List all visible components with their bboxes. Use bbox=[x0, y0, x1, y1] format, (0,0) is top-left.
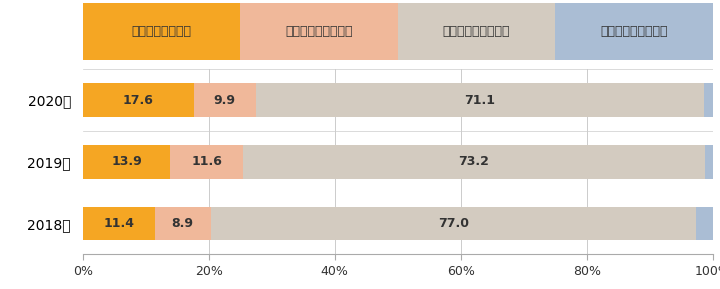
Bar bbox=[83, 83, 194, 117]
Text: 13.9: 13.9 bbox=[111, 155, 142, 168]
Text: 設置数を減らしたい: 設置数を減らしたい bbox=[600, 25, 668, 38]
FancyBboxPatch shape bbox=[83, 3, 240, 60]
Text: 9.9: 9.9 bbox=[214, 94, 236, 107]
Bar bbox=[705, 145, 713, 179]
Bar bbox=[243, 145, 705, 179]
FancyBboxPatch shape bbox=[240, 3, 397, 60]
Text: 11.4: 11.4 bbox=[103, 217, 134, 230]
Bar bbox=[155, 207, 211, 240]
Bar bbox=[194, 83, 256, 117]
Text: 73.2: 73.2 bbox=[459, 155, 490, 168]
Text: 17.6: 17.6 bbox=[123, 94, 153, 107]
Text: 設置数を増やしたい: 設置数を増やしたい bbox=[285, 25, 353, 38]
Bar bbox=[83, 207, 155, 240]
Text: どちらともいえない: どちらともいえない bbox=[443, 25, 510, 38]
Text: 8.9: 8.9 bbox=[171, 217, 194, 230]
Text: 77.0: 77.0 bbox=[438, 217, 469, 230]
Text: 新たに設置したい: 新たに設置したい bbox=[132, 25, 192, 38]
Text: 11.6: 11.6 bbox=[192, 155, 222, 168]
Bar bbox=[704, 83, 714, 117]
FancyBboxPatch shape bbox=[555, 3, 713, 60]
Bar bbox=[83, 145, 171, 179]
Bar bbox=[696, 207, 713, 240]
FancyBboxPatch shape bbox=[397, 3, 555, 60]
Bar bbox=[171, 145, 243, 179]
Bar bbox=[256, 83, 704, 117]
Bar bbox=[211, 207, 696, 240]
Text: 71.1: 71.1 bbox=[464, 94, 495, 107]
